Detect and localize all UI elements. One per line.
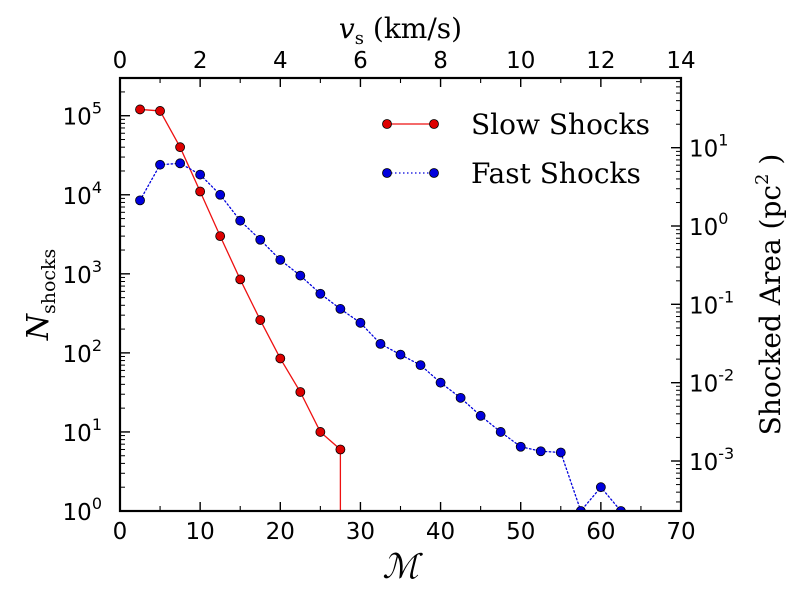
series-slow-shocks	[135, 104, 346, 511]
data-point	[135, 195, 145, 206]
data-point	[615, 506, 626, 511]
legend-marker	[382, 119, 392, 129]
data-point	[155, 106, 165, 116]
data-point	[155, 159, 165, 170]
x2-tick-label: 6	[353, 48, 368, 74]
x-tick-label: 40	[426, 519, 455, 545]
data-point	[535, 446, 546, 457]
data-point	[295, 387, 306, 397]
data-point	[375, 338, 386, 349]
x2-tick-label: 8	[433, 48, 448, 74]
data-point	[455, 392, 466, 403]
x-tick-label: 10	[186, 519, 215, 545]
data-point	[135, 104, 145, 115]
data-point	[255, 234, 266, 245]
series-line	[139, 108, 342, 511]
legend-entry: Fast Shocks	[382, 157, 641, 190]
data-point	[215, 231, 226, 242]
x-tick-label: 70	[666, 519, 695, 545]
y-tick-label: 103	[63, 257, 102, 289]
x2-tick-label: 10	[506, 48, 535, 74]
y2-tick-label: 10-2	[689, 366, 734, 398]
y2-tick-label: 101	[689, 131, 728, 163]
data-point	[175, 158, 186, 169]
data-point	[275, 353, 286, 364]
y2-tick-label: 10-1	[689, 287, 734, 319]
y2-axis-title: Shocked Area (pc2 )	[752, 154, 787, 436]
data-point	[595, 482, 606, 493]
legend-marker	[429, 119, 439, 129]
legend-entry: Slow Shocks	[382, 108, 650, 141]
plot-frame	[118, 76, 683, 513]
x-tick-label: 30	[346, 519, 375, 545]
series-line	[139, 162, 622, 511]
x2-tick-label: 4	[273, 48, 288, 74]
y-tick-label: 100	[63, 494, 102, 526]
data-point	[175, 142, 186, 153]
data-point	[415, 360, 426, 371]
x-axis-title: ℳ	[382, 547, 423, 587]
series-fast-shocks	[135, 158, 626, 511]
data-point	[555, 447, 566, 458]
y-tick-label: 105	[63, 99, 102, 131]
x2-tick-label: 12	[586, 48, 615, 74]
x-tick-label: 50	[506, 519, 535, 545]
legend-label: Slow Shocks	[471, 108, 650, 141]
x2-tick-label: 0	[113, 48, 128, 74]
y2-tick-label: 10-3	[689, 444, 734, 476]
data-point	[275, 255, 286, 265]
data-point	[195, 186, 206, 197]
x-tick-label: 20	[266, 519, 295, 545]
data-point	[315, 288, 326, 299]
y-tick-label: 104	[63, 178, 102, 210]
data-point	[335, 304, 346, 314]
data-point	[355, 317, 366, 328]
data-point	[495, 427, 506, 437]
data-point	[235, 274, 246, 285]
data-point	[235, 215, 246, 226]
x-tick-label: 0	[113, 519, 128, 545]
x-tick-label: 60	[586, 519, 615, 545]
x2-axis-title: vs (km/s)	[339, 12, 462, 49]
y2-tick-label: 100	[689, 209, 728, 241]
legend-marker	[429, 168, 439, 178]
data-point	[475, 410, 486, 421]
data-point	[435, 377, 446, 388]
data-point	[215, 189, 226, 200]
y-axis-title: Nshocks	[21, 249, 60, 342]
data-point	[335, 444, 346, 455]
data-point	[295, 270, 306, 281]
x2-tick-label: 14	[666, 48, 695, 74]
data-point	[195, 169, 206, 180]
data-point	[255, 315, 266, 325]
x2-tick-label: 2	[193, 48, 208, 74]
legend-marker	[382, 168, 392, 178]
data-point	[575, 506, 586, 511]
data-point	[395, 349, 406, 360]
data-point	[315, 427, 326, 437]
data-point	[515, 441, 526, 452]
y-tick-label: 101	[63, 415, 102, 447]
legend-label: Fast Shocks	[471, 157, 641, 190]
y-tick-label: 102	[63, 336, 102, 368]
